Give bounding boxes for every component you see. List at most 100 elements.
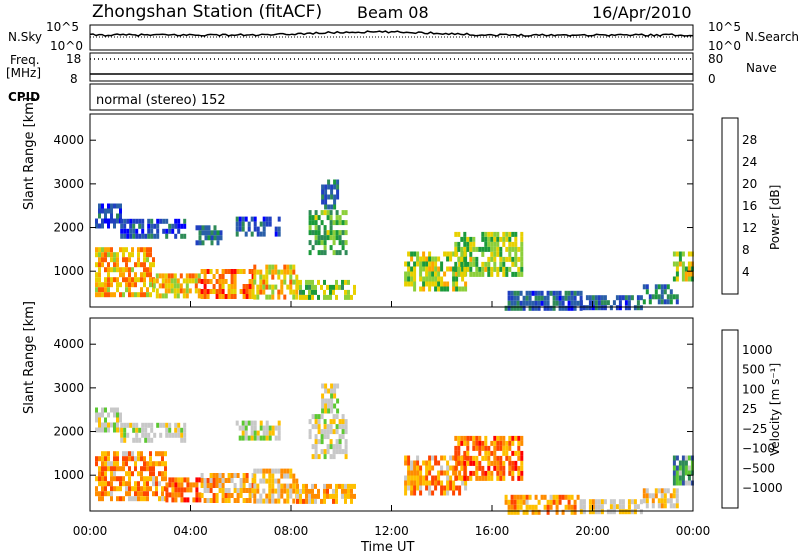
scatter-cell	[570, 494, 574, 500]
scatter-cell	[517, 470, 521, 476]
scatter-cell	[464, 261, 468, 267]
scatter-cell	[404, 475, 408, 481]
scatter-cell	[663, 488, 667, 494]
scatter-cell	[262, 435, 266, 441]
scatter-cell	[128, 257, 131, 263]
x-tick-label: 08:00	[274, 524, 309, 538]
scatter-cell	[511, 241, 515, 247]
scatter-cell	[481, 445, 485, 451]
scatter-cell	[131, 292, 134, 298]
scatter-cell	[239, 289, 243, 294]
scatter-cell	[98, 491, 101, 497]
scatter-cell	[669, 493, 673, 499]
scatter-cell	[128, 272, 131, 278]
scatter-cell	[654, 488, 658, 494]
scatter-cell	[499, 445, 503, 451]
scatter-cell	[323, 279, 326, 285]
scatter-cell	[140, 451, 143, 457]
scatter-cell	[149, 272, 152, 278]
scatter-cell	[469, 470, 473, 476]
scatter-cell	[113, 486, 116, 492]
scatter-cell	[238, 435, 242, 441]
scatter-cell	[98, 422, 101, 428]
scatter-cell	[173, 283, 177, 289]
scatter-cell	[131, 252, 134, 258]
freq-unit: [MHz]	[6, 66, 42, 80]
scatter-cell	[502, 261, 506, 267]
scatter-cell	[466, 445, 470, 451]
y-tick-label: 2000	[53, 221, 84, 235]
scatter-cell	[440, 266, 444, 272]
scatter-cell	[344, 240, 348, 246]
scatter-cell	[123, 427, 127, 433]
scatter-cell	[308, 488, 311, 494]
scatter-cell	[233, 473, 237, 478]
scatter-cell	[624, 305, 628, 311]
scatter-cell	[265, 435, 269, 441]
scatter-cell	[308, 250, 312, 256]
scatter-cell	[155, 451, 158, 457]
scatter-cell	[140, 476, 143, 482]
scatter-cell	[493, 246, 497, 252]
scatter-cell	[332, 444, 336, 450]
scatter-cell	[437, 281, 441, 287]
scatter-cell	[244, 231, 248, 237]
scatter-cell	[425, 465, 429, 471]
scatter-cell	[197, 293, 201, 299]
scatter-cell	[302, 289, 305, 295]
scatter-cell	[165, 427, 169, 433]
scatter-cell	[621, 295, 625, 301]
scatter-cell	[128, 471, 131, 477]
scatter-cell	[120, 422, 124, 428]
scatter-cell	[221, 478, 225, 483]
scatter-cell	[508, 231, 512, 237]
scatter-cell	[137, 277, 140, 283]
scatter-cell	[120, 437, 124, 443]
scatter-cell	[156, 228, 160, 234]
scatter-cell	[452, 455, 456, 461]
scatter-cell	[308, 284, 311, 290]
scatter-cell	[493, 261, 497, 267]
scatter-cell	[317, 225, 321, 231]
scatter-cell	[522, 295, 526, 301]
scatter-cell	[496, 445, 500, 451]
scatter-cell	[323, 424, 327, 430]
scatter-cell	[132, 427, 136, 433]
scatter-cell	[475, 261, 479, 267]
scatter-cell	[132, 233, 136, 239]
scatter-cell	[271, 289, 275, 295]
scatter-cell	[256, 231, 260, 237]
scatter-cell	[690, 266, 694, 272]
scatter-cell	[454, 251, 458, 257]
scatter-cell	[104, 471, 107, 477]
scatter-cell	[233, 289, 237, 294]
scatter-cell	[116, 277, 119, 283]
scatter-cell	[201, 225, 205, 231]
scatter-cell	[128, 476, 131, 482]
scatter-cell	[323, 493, 326, 499]
scatter-cell	[410, 256, 414, 262]
scatter-cell	[555, 290, 559, 296]
scatter-cell	[332, 250, 336, 256]
scatter-cell	[271, 425, 275, 431]
scatter-cell	[132, 437, 136, 443]
scatter-cell	[98, 287, 101, 293]
scatter-cell	[627, 300, 631, 306]
scatter-cell	[152, 287, 155, 293]
scatter-cell	[591, 300, 595, 306]
scatter-cell	[308, 210, 312, 216]
scatter-cell	[669, 294, 673, 300]
scatter-cell	[161, 451, 164, 457]
scatter-cell	[324, 194, 328, 200]
scatter-cell	[446, 460, 450, 466]
scatter-cell	[455, 460, 459, 466]
scatter-cell	[167, 278, 171, 284]
scatter-cell	[262, 488, 266, 494]
scatter-cell	[675, 299, 679, 305]
scatter-cell	[460, 435, 464, 441]
scatter-cell	[687, 266, 691, 272]
scatter-cell	[135, 422, 139, 428]
scatter-cell	[164, 476, 167, 482]
scatter-cell	[678, 460, 682, 466]
scatter-cell	[330, 398, 334, 404]
